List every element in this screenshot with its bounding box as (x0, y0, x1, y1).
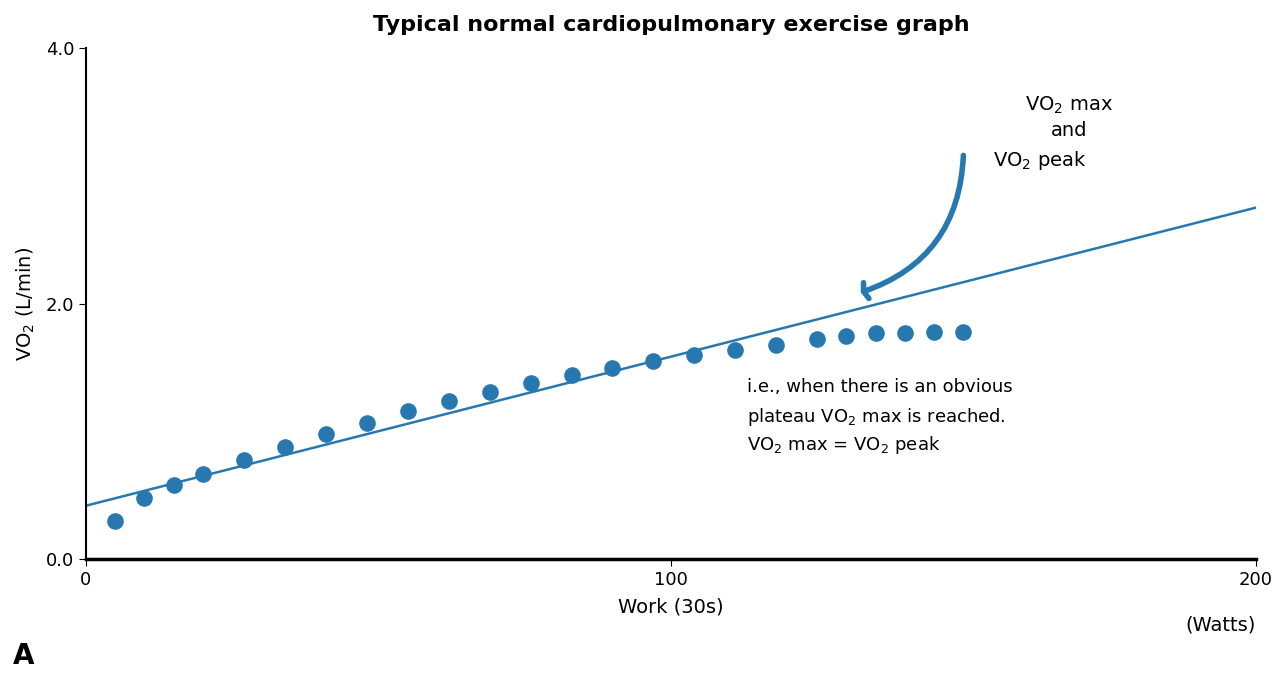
Point (895, 327, 916, 338)
Text: VO$_2$ max: VO$_2$ max (1025, 95, 1113, 116)
Point (603, 362, 623, 373)
Text: (Watts): (Watts) (1186, 616, 1256, 635)
Point (866, 327, 886, 338)
Point (806, 334, 827, 345)
Text: and: and (1051, 121, 1087, 140)
Text: A: A (13, 643, 35, 671)
Text: i.e., when there is an obvious: i.e., when there is an obvious (747, 378, 1012, 396)
Point (274, 441, 295, 452)
Point (233, 454, 254, 465)
Text: VO$_2$ max = VO$_2$ peak: VO$_2$ max = VO$_2$ peak (747, 434, 940, 456)
Point (923, 326, 944, 337)
Point (643, 356, 663, 367)
Y-axis label: VO$_2$ (L/min): VO$_2$ (L/min) (15, 247, 37, 361)
Point (398, 405, 419, 416)
Point (562, 370, 582, 380)
Point (316, 428, 336, 439)
X-axis label: Work (30s): Work (30s) (618, 597, 724, 616)
Title: Typical normal cardiopulmonary exercise graph: Typical normal cardiopulmonary exercise … (372, 15, 970, 35)
Point (438, 395, 459, 406)
Point (193, 468, 214, 479)
Point (520, 378, 541, 388)
Point (766, 339, 787, 350)
Text: VO$_2$ peak: VO$_2$ peak (993, 148, 1087, 172)
Point (134, 493, 155, 504)
Point (357, 417, 377, 428)
Point (953, 326, 974, 337)
Point (479, 386, 500, 397)
Point (684, 349, 705, 360)
Text: plateau VO$_2$ max is reached.: plateau VO$_2$ max is reached. (747, 406, 1006, 428)
Point (164, 480, 184, 491)
Point (836, 330, 857, 341)
Point (725, 344, 746, 355)
Point (104, 516, 125, 527)
